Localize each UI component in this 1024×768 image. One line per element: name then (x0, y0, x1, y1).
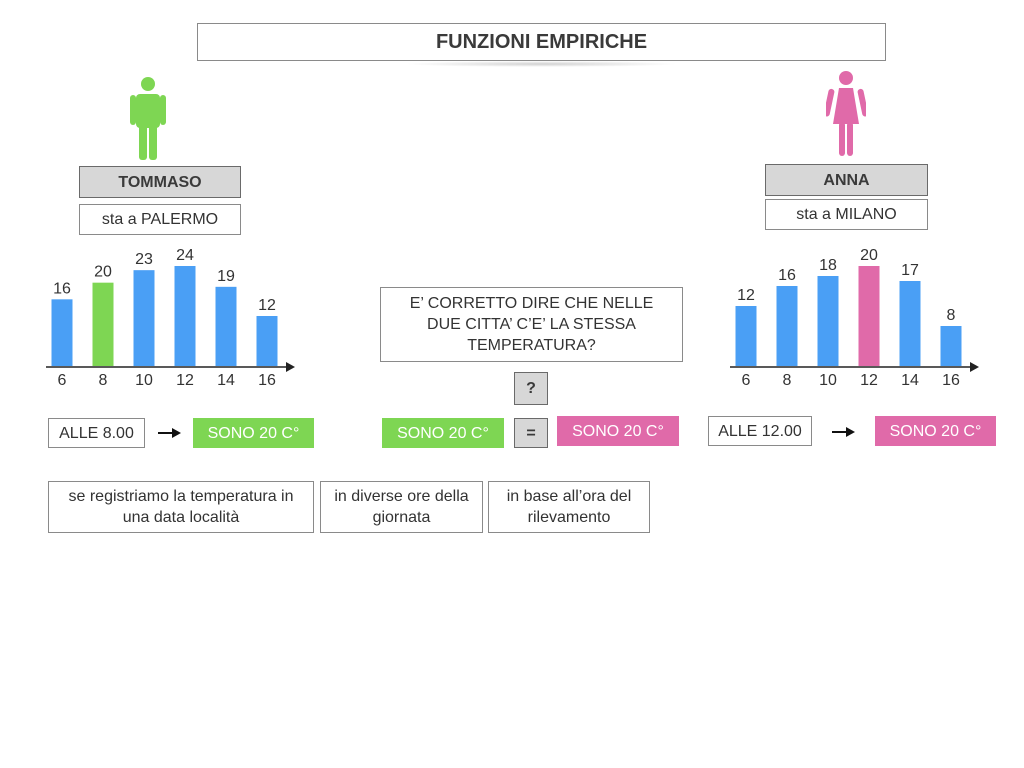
right-chart-data-label: 18 (819, 257, 837, 274)
left-chart-data-label: 19 (217, 268, 235, 285)
left-time-label: ALLE 8.00 (48, 418, 145, 448)
right-temperature-chart: 12 6 16 8 18 10 20 12 17 14 8 16 (730, 247, 979, 389)
left-chart-tick-label: 10 (135, 372, 153, 389)
left-chart-tick-label: 6 (58, 372, 67, 389)
right-temp-label: SONO 20 C° (875, 416, 996, 446)
left-temp-label: SONO 20 C° (193, 418, 314, 448)
left-chart-tick-label: 8 (99, 372, 108, 389)
right-chart-bar (899, 281, 921, 366)
right-time-label: ALLE 12.00 (708, 416, 812, 446)
right-person-city: sta a MILANO (765, 199, 928, 230)
left-chart-tick-label: 12 (176, 372, 194, 389)
right-chart-bar (776, 286, 798, 366)
right-chart-tick-label: 10 (819, 372, 837, 389)
left-chart-bar (92, 282, 114, 366)
right-chart-bar (735, 306, 757, 366)
question-box: E’ CORRETTO DIRE CHE NELLE DUE CITTA’ C’… (380, 287, 683, 362)
left-chart-bar (215, 286, 237, 366)
equals-box: = (514, 418, 548, 448)
left-person-city: sta a PALERMO (79, 204, 241, 235)
left-chart-bar (51, 299, 73, 366)
left-person-name: TOMMASO (79, 166, 241, 198)
right-chart-tick-label: 14 (901, 372, 919, 389)
page-title: FUNZIONI EMPIRICHE (197, 23, 886, 67)
right-chart-tick-label: 8 (783, 372, 792, 389)
right-chart-tick-label: 16 (942, 372, 960, 389)
right-chart-tick-label: 12 (860, 372, 878, 389)
note-hours: in diverse ore della giornata (320, 481, 483, 533)
left-chart-tick-label: 14 (217, 372, 235, 389)
right-arrow-icon (158, 428, 181, 438)
left-chart-bar (174, 266, 196, 366)
right-chart-data-label: 16 (778, 267, 796, 284)
right-chart-bar (817, 276, 839, 366)
right-chart-data-label: 8 (947, 307, 956, 324)
left-chart-bar (256, 316, 278, 366)
left-chart-data-label: 20 (94, 264, 112, 281)
note-location: se registriamo la temperatura in una dat… (48, 481, 314, 533)
right-chart-axis-arrow (970, 362, 979, 372)
left-chart-data-label: 24 (176, 247, 194, 264)
right-arrow-icon (832, 427, 855, 437)
right-chart-data-label: 17 (901, 262, 919, 279)
question-left-temp: SONO 20 C° (382, 418, 504, 448)
left-chart-data-label: 23 (135, 251, 153, 268)
note-time-of-reading: in base all’ora del rilevamento (488, 481, 650, 533)
male-person-icon (130, 77, 166, 160)
female-person-icon (826, 71, 866, 156)
question-mark-box: ? (514, 372, 548, 405)
left-chart-axis-arrow (286, 362, 295, 372)
left-chart-tick-label: 16 (258, 372, 276, 389)
right-chart-data-label: 12 (737, 287, 755, 304)
right-chart-tick-label: 6 (742, 372, 751, 389)
left-temperature-chart: 16 6 20 8 23 10 24 12 19 14 12 16 (46, 247, 295, 389)
left-chart-data-label: 12 (258, 297, 276, 314)
right-person-name: ANNA (765, 164, 928, 196)
right-chart-data-label: 20 (860, 247, 878, 264)
left-chart-data-label: 16 (53, 280, 71, 297)
right-chart-bar (858, 266, 880, 366)
right-chart-bar (940, 326, 962, 366)
left-chart-bar (133, 270, 155, 366)
question-right-temp: SONO 20 C° (557, 416, 679, 446)
